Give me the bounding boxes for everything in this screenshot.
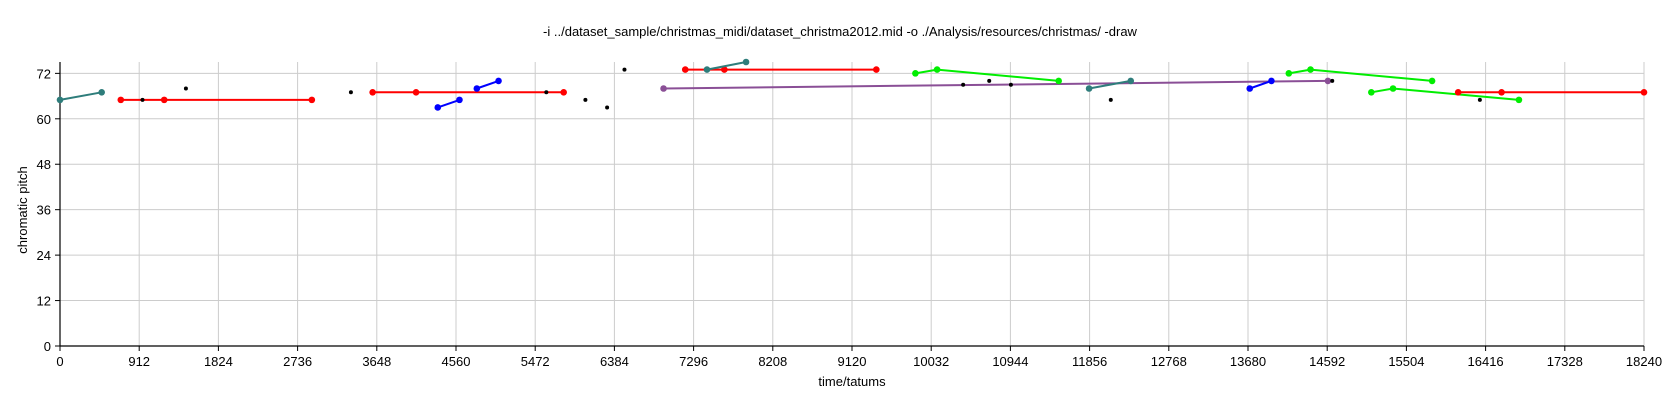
data-point-green — [1428, 77, 1436, 85]
data-point-red — [160, 96, 168, 104]
x-tick-label: 14592 — [1309, 354, 1345, 369]
data-point-red — [1498, 88, 1505, 96]
data-point-red — [369, 88, 376, 96]
series-line-blue — [437, 98, 460, 109]
data-point-red — [873, 66, 880, 73]
x-tick-label: 4560 — [442, 354, 471, 369]
data-point-green — [1285, 70, 1293, 77]
data-point-green — [1515, 96, 1523, 104]
series-line-teal — [1088, 79, 1131, 90]
isolated-point — [987, 78, 992, 83]
y-tick-label: 36 — [37, 203, 51, 218]
x-tick-label: 912 — [128, 354, 150, 369]
series-line-blue — [1249, 79, 1272, 90]
data-point-red — [721, 66, 728, 73]
data-point-red — [412, 88, 420, 96]
isolated-point — [1330, 78, 1335, 83]
isolated-point — [1008, 82, 1013, 87]
y-tick-label: 12 — [37, 294, 51, 309]
data-point-green — [1055, 77, 1062, 85]
data-point-teal — [1085, 85, 1093, 92]
data-point-red — [308, 96, 316, 104]
y-tick-label: 48 — [37, 157, 51, 172]
x-tick-label: 0 — [56, 354, 63, 369]
data-point-green — [1389, 85, 1397, 92]
y-tick-label: 0 — [44, 339, 51, 354]
x-tick-label: 18240 — [1626, 354, 1662, 369]
isolated-point — [622, 67, 627, 72]
data-point-teal — [742, 58, 750, 66]
series-line-teal — [59, 91, 102, 101]
isolated-points — [140, 67, 1482, 110]
chart-title: -i ../dataset_sample/christmas_midi/data… — [543, 24, 1137, 39]
data-point-red — [1640, 88, 1648, 96]
x-tick-label: 6384 — [600, 354, 629, 369]
series-line-blue — [476, 79, 499, 90]
data-point-purple — [660, 85, 667, 92]
x-tick-label: 17328 — [1547, 354, 1583, 369]
y-tick-label: 72 — [37, 66, 51, 81]
x-tick-label: 2736 — [283, 354, 312, 369]
isolated-point — [348, 90, 353, 95]
x-tick-label: 15504 — [1388, 354, 1424, 369]
x-tick-label: 3648 — [362, 354, 391, 369]
data-point-teal — [56, 96, 64, 104]
data-point-teal — [703, 66, 711, 73]
isolated-point — [140, 97, 145, 102]
data-point-blue — [473, 85, 481, 92]
x-tick-label: 12768 — [1151, 354, 1187, 369]
x-tick-label: 13680 — [1230, 354, 1266, 369]
data-point-blue — [456, 96, 463, 104]
data-point-blue — [495, 77, 502, 85]
x-tick-label: 10032 — [913, 354, 949, 369]
x-axis-label: time/tatums — [818, 374, 886, 389]
y-axis-label: chromatic pitch — [15, 166, 30, 253]
data-point-red — [560, 88, 567, 96]
data-point-purple — [1324, 77, 1332, 85]
isolated-point — [1108, 97, 1113, 102]
isolated-point — [583, 97, 588, 102]
isolated-point — [544, 90, 549, 95]
data-point-red — [1454, 88, 1462, 96]
isolated-point — [961, 82, 966, 87]
grid — [60, 62, 1645, 346]
data-point-red — [681, 66, 689, 73]
data-point-teal — [98, 88, 105, 96]
data-point-teal — [1127, 77, 1135, 85]
x-tick-label: 16416 — [1468, 354, 1504, 369]
y-tick-label: 24 — [37, 248, 51, 263]
x-tick-label: 1824 — [204, 354, 233, 369]
isolated-point — [1477, 97, 1482, 102]
x-tick-label: 11856 — [1072, 354, 1107, 369]
axes: 0 912 1824 2736 3648 4560 5472 6384 7296 8208 9120… — [37, 62, 1662, 369]
data-point-blue — [434, 104, 442, 111]
data-point-green — [1368, 88, 1375, 96]
y-tick-label: 60 — [37, 112, 51, 127]
data-point-blue — [1268, 77, 1275, 85]
series-line-teal — [706, 61, 747, 71]
isolated-point — [605, 105, 610, 110]
data-point-green — [1307, 66, 1314, 73]
data-point-blue — [1246, 85, 1254, 92]
data-series — [56, 58, 1648, 111]
isolated-point — [183, 86, 188, 91]
series-line-purple — [663, 79, 1328, 90]
x-tick-label: 9120 — [838, 354, 867, 369]
data-point-red — [117, 96, 125, 104]
data-point-green — [912, 70, 919, 77]
x-tick-label: 5472 — [521, 354, 550, 369]
x-tick-label: 7296 — [679, 354, 708, 369]
data-point-green — [933, 66, 941, 73]
x-tick-label: 8208 — [758, 354, 787, 369]
x-tick-label: 10944 — [992, 354, 1028, 369]
